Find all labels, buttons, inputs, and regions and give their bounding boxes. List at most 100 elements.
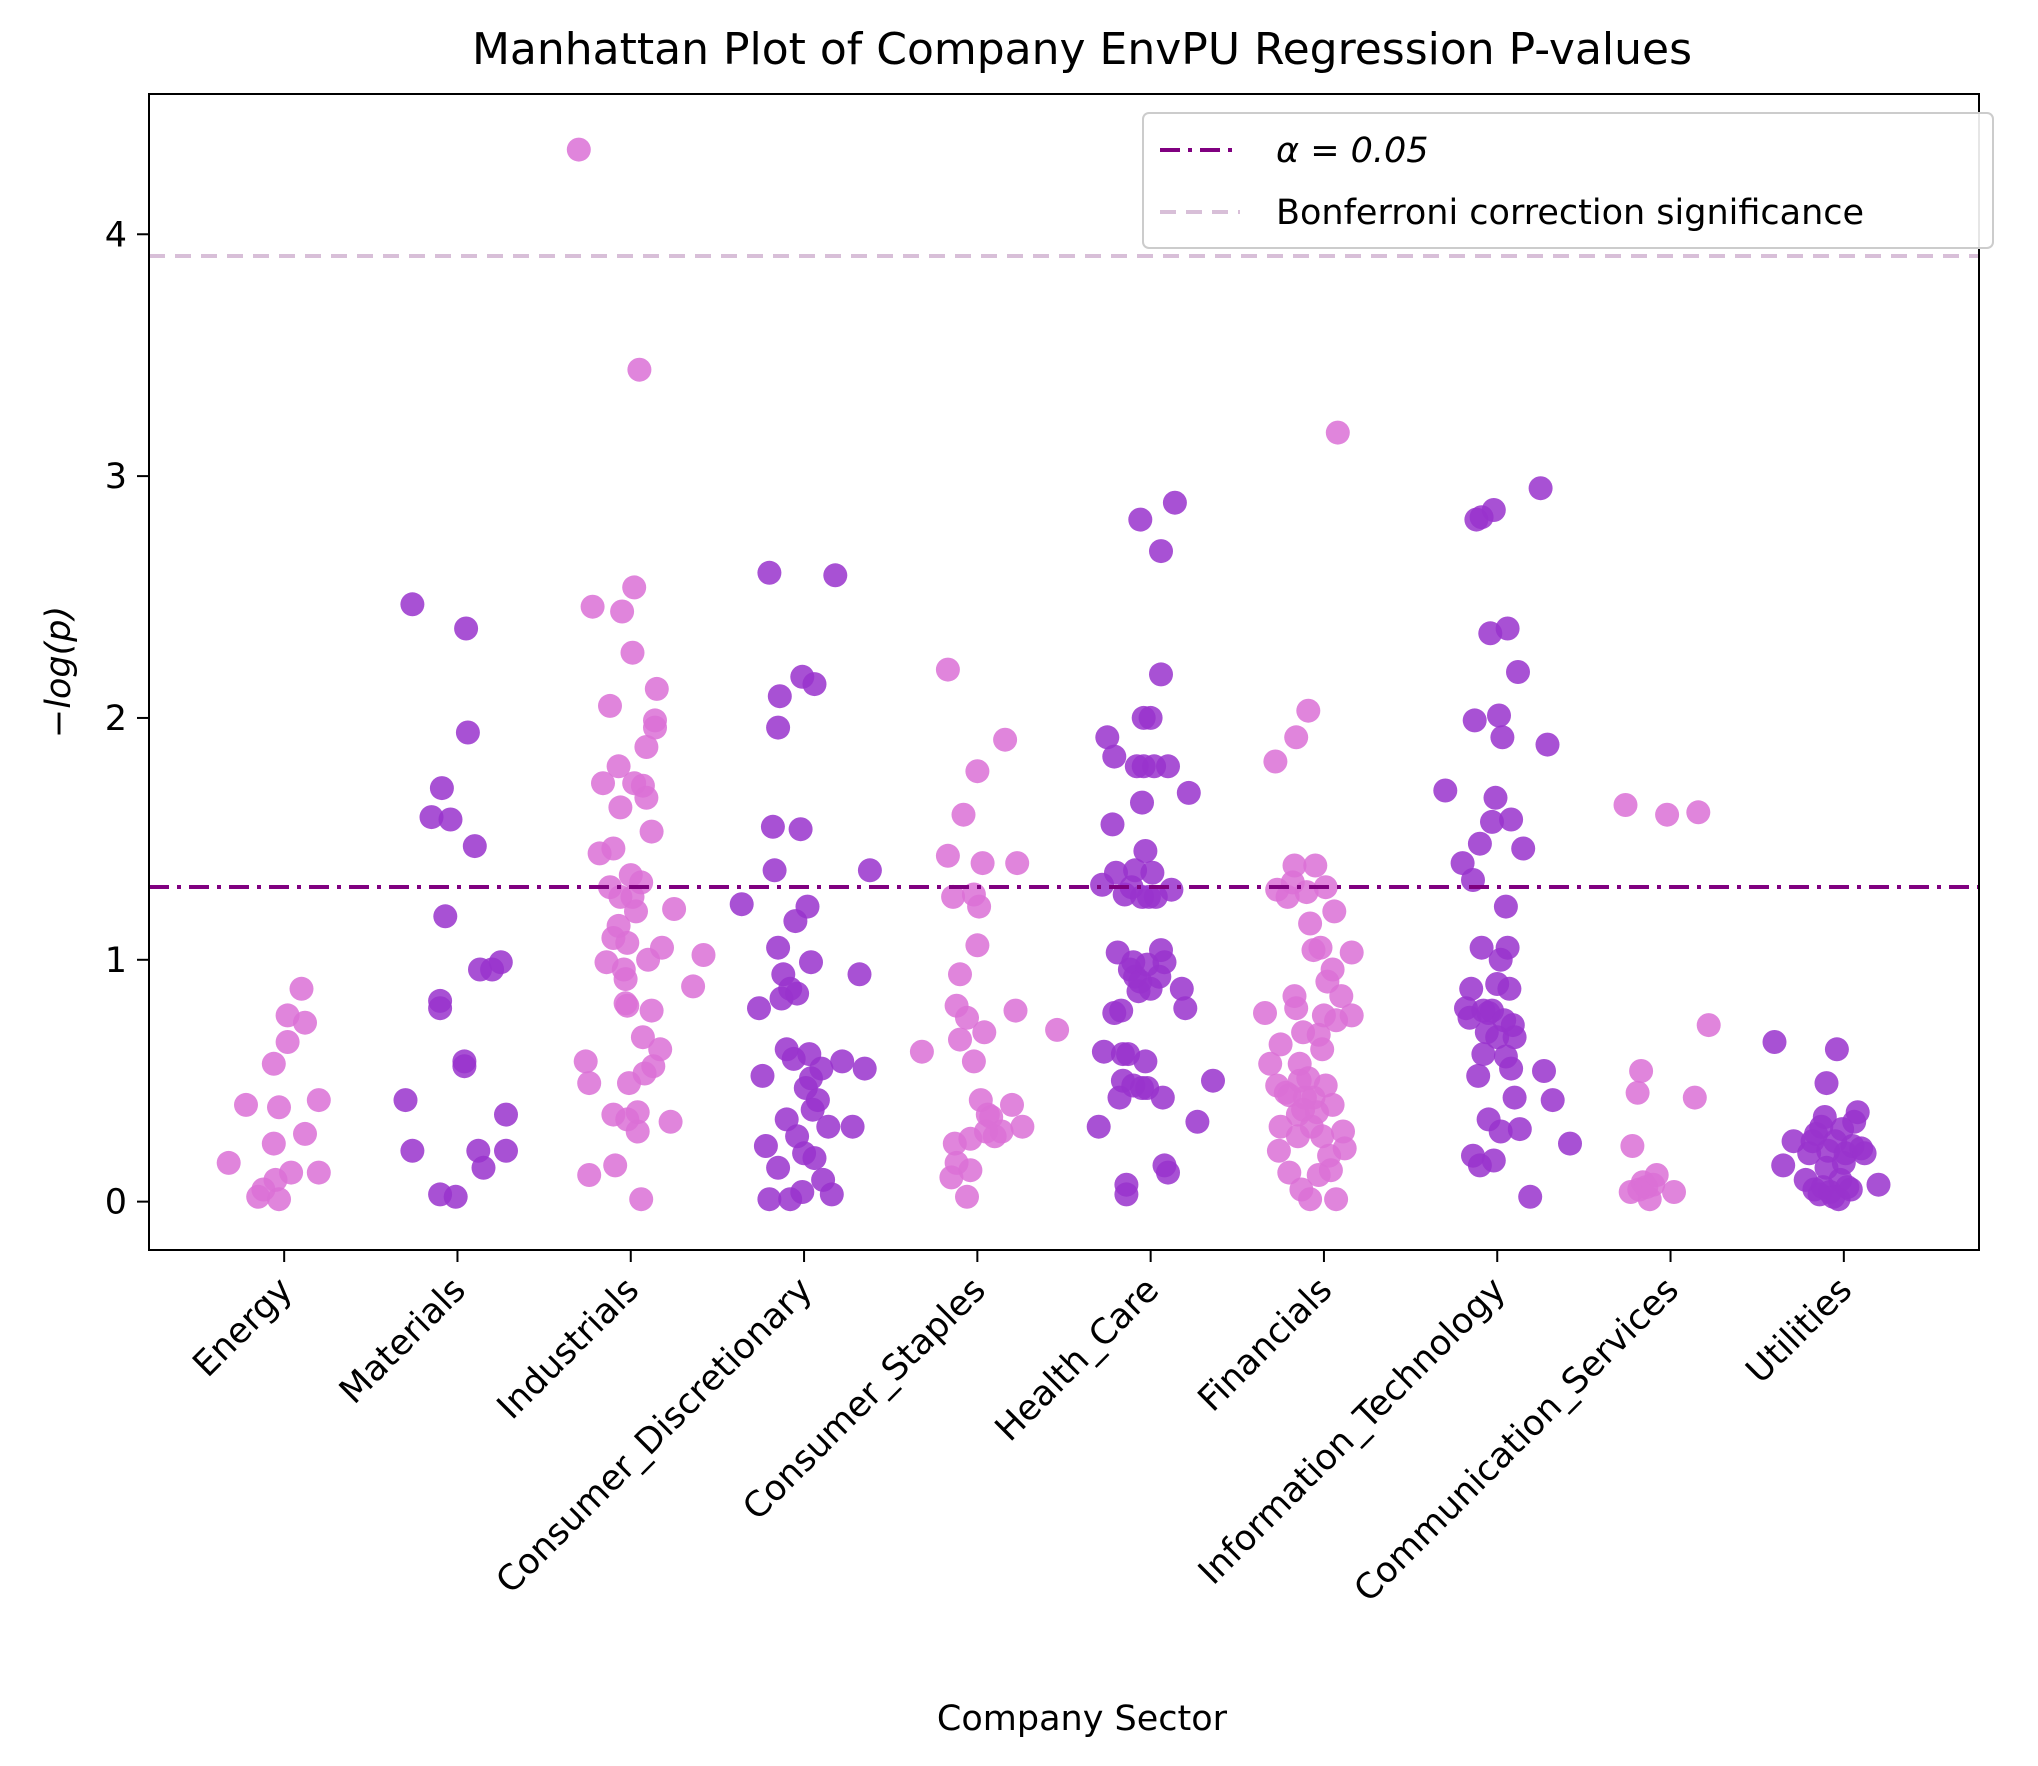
- data-point: [234, 1092, 258, 1117]
- data-point: [766, 1155, 791, 1180]
- data-point: [1466, 1063, 1491, 1088]
- data-point: [1268, 1032, 1293, 1057]
- data-point: [566, 137, 591, 162]
- data-point: [1320, 957, 1345, 982]
- data-point: [454, 616, 479, 641]
- data-point: [1502, 1085, 1527, 1110]
- data-point: [1149, 938, 1173, 963]
- data-point: [1133, 1049, 1158, 1074]
- data-point: [1332, 1136, 1357, 1161]
- data-point: [1613, 793, 1638, 817]
- data-point: [630, 1025, 655, 1050]
- legend-box: [1142, 112, 1994, 249]
- data-point: [1852, 1141, 1877, 1166]
- data-point: [1762, 1030, 1787, 1054]
- data-point: [1824, 1037, 1849, 1062]
- data-point: [267, 1187, 291, 1212]
- data-point: [819, 1182, 844, 1207]
- data-point: [608, 795, 633, 820]
- data-point: [760, 814, 785, 839]
- data-point: [573, 1049, 598, 1074]
- data-point: [1310, 1037, 1335, 1062]
- data-point: [1045, 1017, 1070, 1042]
- data-point: [400, 592, 425, 617]
- data-point: [580, 594, 605, 619]
- y-tick-label: 0: [105, 1183, 127, 1223]
- data-point: [650, 935, 674, 960]
- data-point: [443, 1184, 468, 1209]
- data-point: [681, 974, 706, 999]
- data-point: [1133, 839, 1158, 863]
- data-point: [625, 1100, 650, 1125]
- data-point: [494, 1138, 518, 1163]
- data-point: [613, 967, 638, 992]
- data-point: [1686, 800, 1711, 825]
- series-industrials: [566, 137, 716, 1212]
- data-point: [1086, 1114, 1111, 1139]
- data-point: [1495, 935, 1520, 960]
- data-point: [1625, 1080, 1650, 1105]
- data-point: [462, 834, 487, 859]
- data-point: [603, 1153, 628, 1178]
- data-point: [1109, 998, 1134, 1023]
- data-point: [1296, 698, 1321, 723]
- data-point: [1324, 1187, 1349, 1212]
- data-point: [1114, 1182, 1139, 1207]
- data-point: [648, 1037, 673, 1062]
- data-point: [766, 935, 791, 960]
- data-point: [909, 1039, 934, 1064]
- data-point: [275, 1030, 300, 1054]
- data-point: [629, 870, 654, 895]
- y-tick-label: 1: [105, 941, 127, 981]
- data-point: [948, 1027, 972, 1052]
- data-point: [1100, 812, 1125, 837]
- data-point: [1322, 899, 1347, 924]
- data-point: [1298, 1187, 1323, 1212]
- data-point: [429, 776, 454, 801]
- data-point: [1493, 894, 1518, 919]
- data-point: [757, 1187, 782, 1212]
- data-point: [1201, 1068, 1225, 1093]
- data-point: [847, 962, 872, 987]
- data-point: [1325, 420, 1350, 445]
- data-point: [1185, 1109, 1210, 1134]
- data-point: [1339, 1003, 1364, 1028]
- data-point: [1102, 744, 1127, 769]
- data-point: [1003, 998, 1028, 1023]
- data-point: [1308, 935, 1333, 960]
- data-point: [790, 1180, 815, 1204]
- data-point: [577, 1071, 602, 1096]
- data-point: [1104, 860, 1128, 885]
- data-point: [1471, 1042, 1496, 1067]
- data-point: [627, 357, 652, 382]
- data-point: [629, 1187, 654, 1212]
- reference-lines: [149, 254, 1979, 889]
- data-point: [601, 836, 626, 861]
- data-point: [989, 1119, 1014, 1144]
- data-point: [1284, 725, 1309, 750]
- data-point: [1313, 1073, 1338, 1098]
- data-points: [216, 137, 1891, 1212]
- data-point: [598, 693, 622, 718]
- data-point: [951, 802, 976, 827]
- data-point: [1490, 725, 1515, 750]
- data-point: [1771, 1153, 1796, 1178]
- data-point: [419, 805, 444, 830]
- data-point: [1518, 1184, 1543, 1209]
- data-point: [1655, 802, 1680, 827]
- data-point: [1298, 911, 1323, 936]
- data-point: [1433, 778, 1458, 803]
- data-point: [809, 1056, 834, 1081]
- series-health-care: [1086, 490, 1225, 1207]
- data-point: [1507, 1117, 1532, 1142]
- data-point: [1502, 1025, 1527, 1050]
- data-point: [610, 599, 635, 624]
- data-point: [1469, 935, 1494, 960]
- data-point: [766, 715, 791, 740]
- data-point: [662, 897, 687, 921]
- data-point: [428, 996, 453, 1021]
- data-point: [1130, 790, 1154, 815]
- y-tick-label: 4: [105, 215, 127, 255]
- data-point: [788, 817, 813, 842]
